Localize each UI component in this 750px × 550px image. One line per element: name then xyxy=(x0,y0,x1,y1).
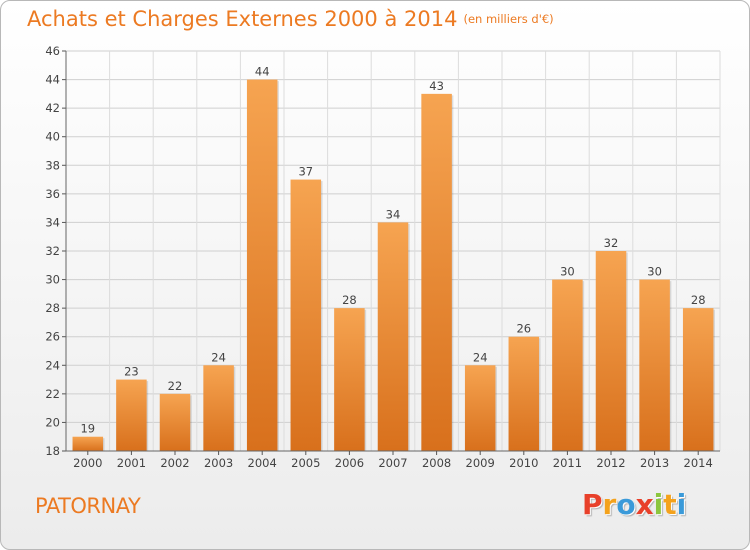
bar xyxy=(552,279,583,451)
bar-value-label: 28 xyxy=(342,293,357,307)
bar-value-label: 32 xyxy=(604,236,619,250)
y-tick-label: 22 xyxy=(45,387,60,401)
x-tick-label: 2001 xyxy=(117,456,146,470)
x-tick-label: 2009 xyxy=(466,456,495,470)
y-tick-label: 36 xyxy=(45,187,60,201)
bar-value-label: 37 xyxy=(298,165,313,179)
bar-value-label: 26 xyxy=(516,322,531,336)
bar-value-label: 24 xyxy=(473,350,488,364)
bar xyxy=(72,436,104,451)
brand-logo: Proxiti xyxy=(582,488,686,521)
y-tick-label: 18 xyxy=(45,444,60,458)
y-tick-label: 30 xyxy=(45,273,60,287)
bar-value-label: 24 xyxy=(211,350,226,364)
bar xyxy=(159,393,191,451)
x-tick-label: 2007 xyxy=(378,456,407,470)
y-tick-label: 46 xyxy=(45,44,60,58)
y-tick-label: 34 xyxy=(45,215,60,229)
x-tick-label: 2010 xyxy=(509,456,538,470)
y-tick-label: 28 xyxy=(45,301,60,315)
chart-title: Achats et Charges Externes 2000 à 2014 (e… xyxy=(27,7,554,31)
bar-value-label: 30 xyxy=(647,265,662,279)
y-tick-label: 24 xyxy=(45,358,60,372)
x-tick-label: 2005 xyxy=(291,456,320,470)
bar-value-label: 23 xyxy=(124,365,139,379)
x-tick-label: 2004 xyxy=(248,456,277,470)
x-tick-label: 2006 xyxy=(335,456,364,470)
bar xyxy=(682,308,714,451)
bar-value-label: 43 xyxy=(429,79,444,93)
x-tick-label: 2012 xyxy=(596,456,625,470)
chart-title-text: Achats et Charges Externes 2000 à 2014 xyxy=(27,7,458,31)
bar-value-label: 19 xyxy=(80,422,95,436)
brand-letter: i xyxy=(676,488,687,521)
brand-letter: P xyxy=(582,488,603,521)
bar xyxy=(116,379,147,451)
bar-value-label: 34 xyxy=(386,207,401,221)
bar-value-label: 30 xyxy=(560,265,575,279)
bar-value-label: 22 xyxy=(168,379,183,393)
y-tick-label: 44 xyxy=(45,73,60,87)
y-tick-label: 42 xyxy=(45,101,60,115)
x-tick-label: 2011 xyxy=(553,456,582,470)
chart-subtitle: (en milliers d'€) xyxy=(463,12,554,26)
brand-letter: o xyxy=(616,488,636,521)
y-tick-label: 26 xyxy=(45,330,60,344)
bar xyxy=(334,308,365,451)
y-tick-label: 40 xyxy=(45,130,60,144)
x-tick-label: 2003 xyxy=(204,456,233,470)
bar xyxy=(246,79,278,452)
brand-letter: i xyxy=(653,488,664,521)
bar xyxy=(639,279,670,451)
brand-letter: r xyxy=(602,488,617,521)
y-tick-label: 20 xyxy=(45,415,60,429)
x-tick-label: 2013 xyxy=(640,456,669,470)
bar-value-label: 28 xyxy=(691,293,706,307)
x-tick-label: 2008 xyxy=(422,456,451,470)
x-tick-label: 2002 xyxy=(160,456,189,470)
bar xyxy=(421,93,452,451)
bar xyxy=(290,179,322,452)
bar xyxy=(203,365,234,451)
bar xyxy=(464,365,496,451)
brand-letter: t xyxy=(663,488,677,521)
bar-value-label: 44 xyxy=(255,65,270,79)
x-tick-label: 2000 xyxy=(73,456,102,470)
commune-name: PATORNAY xyxy=(35,494,141,518)
y-tick-label: 38 xyxy=(45,158,60,172)
y-tick-label: 32 xyxy=(45,244,60,258)
bar xyxy=(377,222,409,451)
bar xyxy=(508,336,540,451)
bar xyxy=(595,251,627,451)
brand-letter: x xyxy=(635,488,654,521)
x-tick-label: 2014 xyxy=(684,456,713,470)
